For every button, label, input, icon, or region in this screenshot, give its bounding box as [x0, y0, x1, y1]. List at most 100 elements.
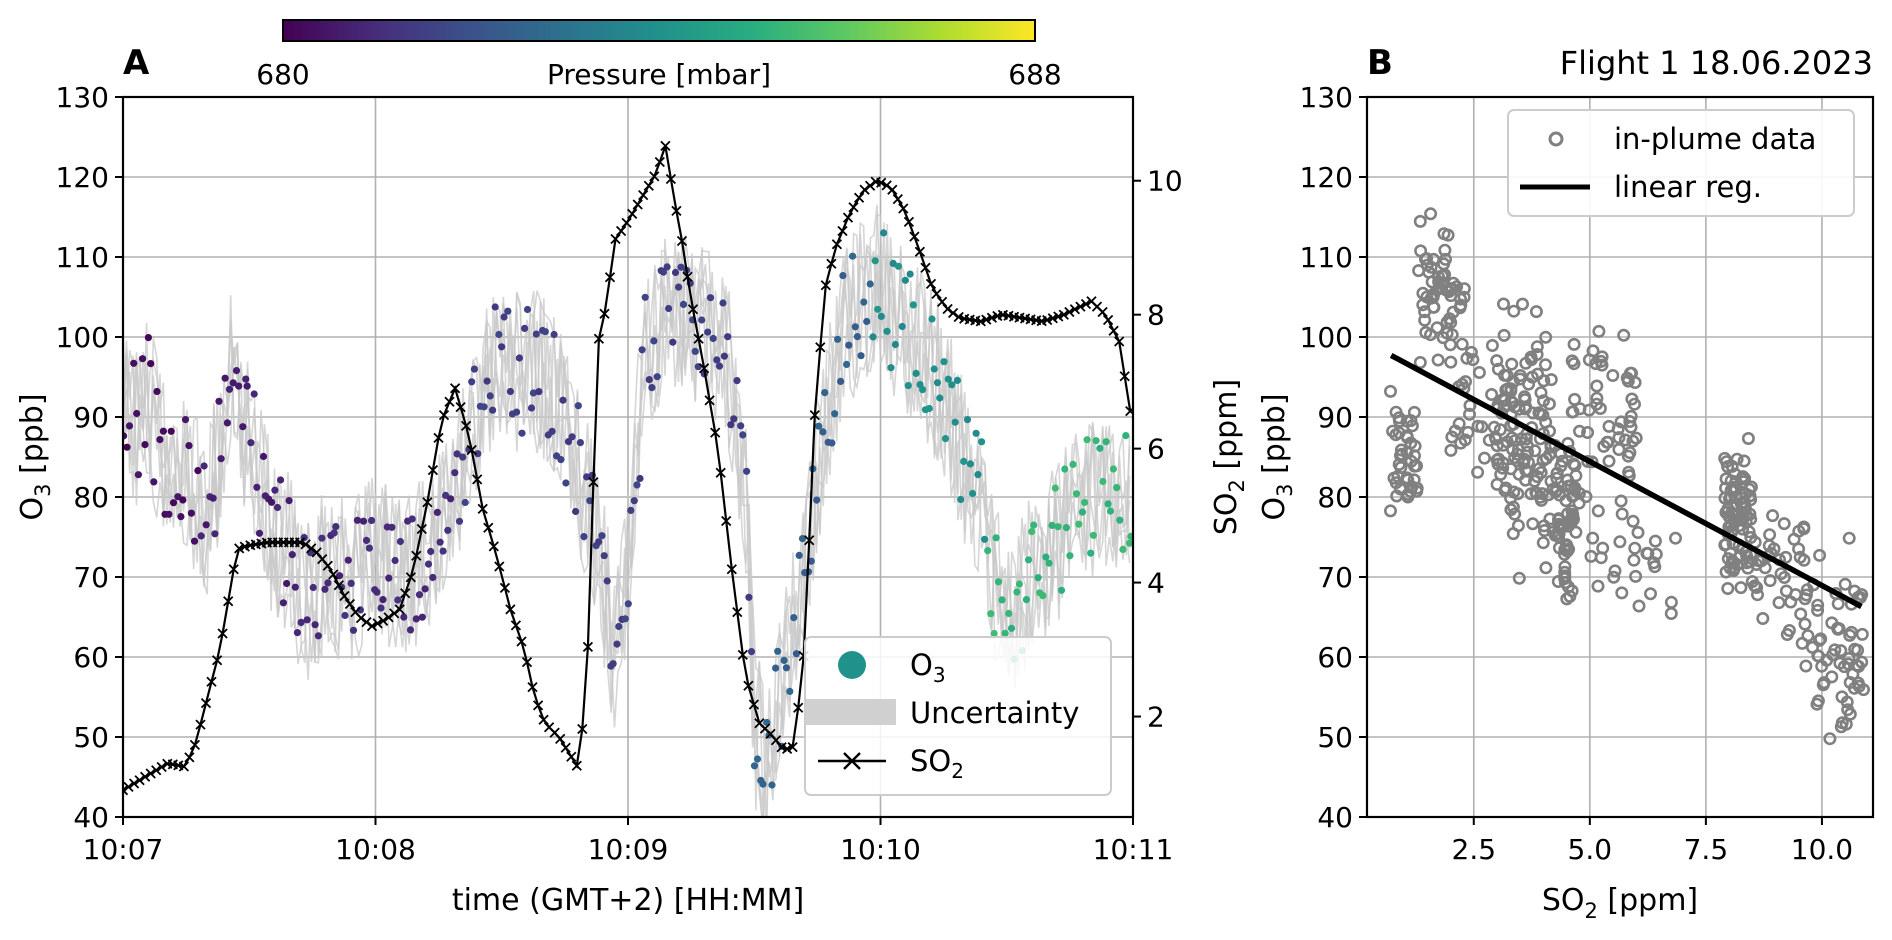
- o3-point: [737, 422, 745, 430]
- o3-point: [429, 573, 437, 582]
- in-plume-point: [1438, 243, 1452, 257]
- in-plume-point: [1413, 214, 1427, 228]
- o3-point: [933, 379, 942, 387]
- in-plume-point: [1846, 667, 1860, 681]
- o3-point: [133, 409, 141, 418]
- so2-marker: [223, 596, 234, 607]
- o3-point: [603, 577, 611, 585]
- in-plume-point: [1490, 354, 1504, 368]
- so2-marker: [1080, 298, 1092, 310]
- in-plume-point: [1493, 423, 1507, 437]
- in-plume-point: [1546, 525, 1560, 539]
- in-plume-point: [1608, 564, 1622, 578]
- so2-marker: [743, 680, 754, 691]
- o3-point: [730, 415, 738, 423]
- in-plume-point: [1582, 353, 1596, 367]
- o3-point: [347, 579, 355, 588]
- o3-point: [181, 416, 190, 424]
- o3-point: [843, 360, 851, 368]
- o3-point: [468, 378, 476, 386]
- so2-marker: [1069, 304, 1081, 315]
- o3-point: [669, 338, 677, 346]
- o3-point: [221, 374, 229, 382]
- o3-point: [860, 298, 868, 306]
- so2-marker: [936, 296, 948, 308]
- o3-point: [630, 497, 638, 505]
- so2-marker: [527, 681, 538, 693]
- so2-marker: [676, 235, 688, 247]
- o3-point: [483, 377, 491, 385]
- o3-point: [396, 537, 404, 546]
- panel-a-y-tick-label: 120: [56, 161, 109, 194]
- in-plume-point: [1777, 570, 1791, 584]
- so2-marker: [128, 778, 140, 789]
- o3-point: [772, 664, 780, 672]
- so2-marker: [1114, 336, 1125, 347]
- in-plume-point: [1648, 560, 1662, 574]
- in-plume-point: [1617, 328, 1631, 342]
- o3-point: [1013, 588, 1021, 596]
- in-plume-point: [1669, 531, 1683, 545]
- o3-point: [156, 436, 164, 444]
- so2-marker: [189, 739, 201, 751]
- in-plume-point: [1568, 392, 1582, 406]
- o3-point: [984, 547, 992, 555]
- panel-a-y-tick-label: 80: [73, 481, 109, 514]
- panel-a-legend: O3 Uncertainty SO2: [804, 636, 1112, 796]
- o3-point: [624, 600, 632, 608]
- in-plume-point: [1464, 345, 1478, 359]
- o3-point: [379, 596, 387, 604]
- o3-point: [583, 473, 591, 481]
- o3-point: [1034, 574, 1042, 582]
- o3-point: [898, 322, 906, 331]
- o3-point: [365, 544, 373, 552]
- uncertainty-trace: [123, 204, 1131, 817]
- in-plume-point: [1567, 357, 1581, 371]
- so2-marker: [1102, 314, 1114, 326]
- in-plume-point: [1455, 377, 1469, 391]
- in-plume-point: [1750, 557, 1764, 571]
- so2-marker: [123, 785, 129, 796]
- o3-point: [250, 390, 258, 398]
- o3-point: [1078, 508, 1087, 516]
- in-plume-point: [1615, 507, 1629, 521]
- o3-point: [576, 439, 585, 447]
- in-plume-point: [1450, 280, 1464, 294]
- in-plume-point: [1772, 596, 1786, 610]
- in-plume-point: [1737, 475, 1751, 489]
- o3-point: [344, 556, 352, 564]
- panel-b-x-tick-label: 10.0: [1791, 833, 1853, 866]
- in-plume-point: [1838, 577, 1852, 591]
- o3-point: [987, 610, 995, 618]
- in-plume-point: [1407, 473, 1421, 487]
- in-plume-point: [1490, 477, 1504, 491]
- in-plume-point: [1466, 353, 1480, 367]
- so2-marker: [123, 781, 134, 793]
- o3-point: [745, 593, 753, 601]
- in-plume-point: [1719, 481, 1733, 495]
- so2-marker: [1042, 314, 1053, 326]
- so2-marker: [377, 615, 389, 626]
- in-plume-point: [1487, 420, 1501, 434]
- legend-linear-reg-label: linear reg.: [1614, 170, 1762, 204]
- o3-point: [978, 438, 986, 446]
- o3-point: [1083, 436, 1091, 444]
- so2-marker: [887, 184, 898, 195]
- in-plume-point: [1530, 340, 1544, 354]
- in-plume-point: [1516, 297, 1530, 311]
- so2-marker: [1097, 306, 1108, 318]
- o3-point: [679, 300, 688, 308]
- o3-point: [359, 517, 368, 525]
- o3-point: [215, 397, 223, 405]
- o3-point: [259, 452, 268, 461]
- o3-point: [663, 263, 671, 271]
- in-plume-point: [1419, 252, 1433, 266]
- in-plume-point: [1408, 439, 1422, 453]
- in-plume-point: [1485, 387, 1499, 401]
- o3-point: [901, 276, 910, 284]
- so2-marker: [372, 618, 383, 629]
- o3-point: [427, 547, 435, 556]
- o3-point: [200, 462, 208, 470]
- o3-point: [871, 257, 879, 265]
